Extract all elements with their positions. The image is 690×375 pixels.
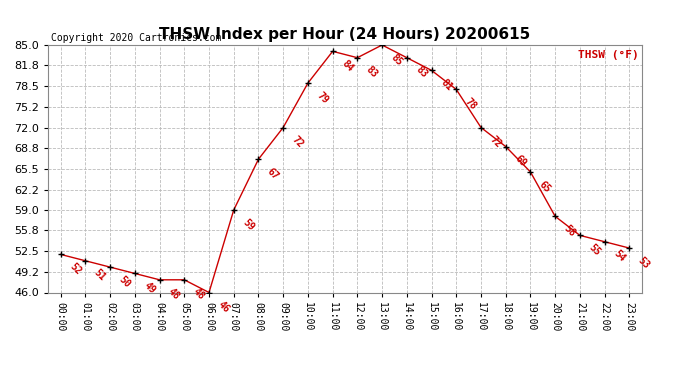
Text: 72: 72 xyxy=(488,135,503,150)
Text: 79: 79 xyxy=(315,90,331,105)
Text: 78: 78 xyxy=(463,96,479,112)
Text: 83: 83 xyxy=(414,64,429,80)
Text: 59: 59 xyxy=(241,217,256,232)
Text: Copyright 2020 Cartronics.com: Copyright 2020 Cartronics.com xyxy=(51,33,221,42)
Text: 85: 85 xyxy=(389,52,404,68)
Text: 48: 48 xyxy=(191,287,206,302)
Text: 55: 55 xyxy=(586,242,602,258)
Text: 69: 69 xyxy=(513,153,528,169)
Text: 72: 72 xyxy=(290,135,306,150)
Text: 52: 52 xyxy=(68,261,83,277)
Text: 49: 49 xyxy=(141,280,157,296)
Text: 81: 81 xyxy=(438,77,454,93)
Text: 65: 65 xyxy=(538,179,553,194)
Text: 84: 84 xyxy=(339,58,355,74)
Text: 46: 46 xyxy=(216,300,231,315)
Text: 83: 83 xyxy=(364,64,380,80)
Title: THSW Index per Hour (24 Hours) 20200615: THSW Index per Hour (24 Hours) 20200615 xyxy=(159,27,531,42)
Text: THSW (°F): THSW (°F) xyxy=(578,50,639,60)
Text: 67: 67 xyxy=(266,166,281,182)
Text: 54: 54 xyxy=(611,249,627,264)
Text: 53: 53 xyxy=(636,255,651,270)
Text: 58: 58 xyxy=(562,223,578,238)
Text: 51: 51 xyxy=(92,268,108,283)
Text: 48: 48 xyxy=(166,287,182,302)
Text: 50: 50 xyxy=(117,274,132,290)
